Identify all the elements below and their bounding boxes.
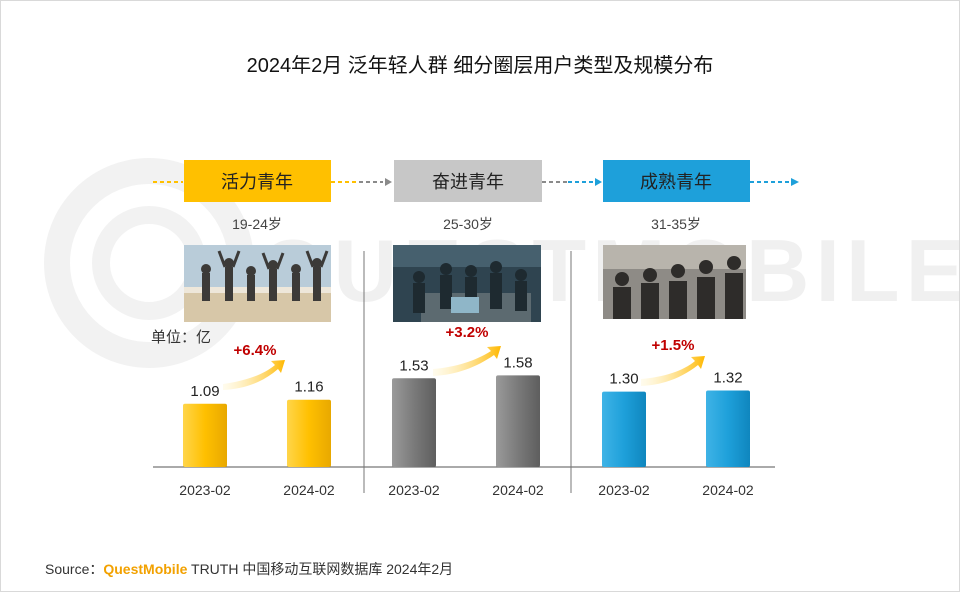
bar-1-2023-02 xyxy=(183,403,227,467)
segment-age-1: 19-24岁 xyxy=(232,216,282,232)
bar-3-2024-02 xyxy=(706,390,750,467)
bar-value-label: 1.30 xyxy=(609,371,638,388)
segment-header-1: 活力青年 19-24岁 xyxy=(184,160,331,232)
flow-arrows xyxy=(153,178,799,186)
growth-label-3: +1.5% xyxy=(652,337,695,354)
flow-arrowhead-end xyxy=(791,178,799,186)
bar-2-2023-02 xyxy=(392,378,436,467)
growth-arrows xyxy=(223,346,705,390)
bar-value-label: 1.32 xyxy=(713,369,742,386)
x-tick-label: 2024-02 xyxy=(492,482,544,498)
x-tick-label: 2023-02 xyxy=(388,482,440,498)
segment-age-3: 31-35岁 xyxy=(651,216,701,232)
unit-label: 单位：亿 xyxy=(151,329,211,346)
segment-box-1 xyxy=(184,160,331,202)
source-brand: QuestMobile xyxy=(103,561,187,577)
segment-header-3: 成熟青年 31-35岁 xyxy=(603,160,750,232)
dancing-youth-photo-icon xyxy=(184,245,331,322)
bar-1-2024-02 xyxy=(287,399,331,467)
flow-arrowhead-2 xyxy=(595,178,602,186)
x-tick-label: 2023-02 xyxy=(179,482,231,498)
office-team-photo-icon xyxy=(393,245,541,322)
segment-age-2: 25-30岁 xyxy=(443,216,493,232)
bar-value-label: 1.16 xyxy=(294,379,323,396)
growth-label-2: +3.2% xyxy=(446,324,489,341)
bars-layer: 1.09 2023-02 1.16 2024-02 1.53 2023-02 1.58 202… xyxy=(179,354,754,498)
x-tick-label: 2023-02 xyxy=(598,482,650,498)
segment-box-2 xyxy=(394,160,542,202)
watermark-inner-ring-icon xyxy=(92,206,206,320)
x-tick-label: 2024-02 xyxy=(702,482,754,498)
segment-name-1: 活力青年 xyxy=(221,172,293,192)
growth-arrow-icon-1 xyxy=(223,360,285,390)
segment-box-3 xyxy=(603,160,750,202)
x-tick-label: 2024-02 xyxy=(283,482,335,498)
bar-value-label: 1.53 xyxy=(399,357,428,374)
chart-title: 2024年2月 泛年轻人群 细分圈层用户类型及规模分布 xyxy=(247,54,714,77)
bar-3-2023-02 xyxy=(602,391,646,467)
flow-arrowhead-1 xyxy=(385,178,392,186)
bar-value-label: 1.58 xyxy=(503,354,532,371)
segment-name-3: 成熟青年 xyxy=(640,172,712,192)
segment-name-2: 奋进青年 xyxy=(432,172,504,192)
bar-2-2024-02 xyxy=(496,375,540,467)
growth-arrow-icon-3 xyxy=(641,356,705,386)
source-footer: Source：QuestMobile TRUTH 中国移动互联网数据库 2024… xyxy=(45,561,453,577)
bar-value-label: 1.09 xyxy=(190,383,219,400)
growth-arrow-icon-2 xyxy=(433,346,501,376)
source-rest: TRUTH 中国移动互联网数据库 2024年2月 xyxy=(187,561,453,577)
source-prefix: Source： xyxy=(45,561,103,577)
segment-header-2: 奋进青年 25-30岁 xyxy=(394,160,542,232)
seated-audience-photo-icon xyxy=(603,245,746,319)
growth-label-1: +6.4% xyxy=(234,342,277,359)
